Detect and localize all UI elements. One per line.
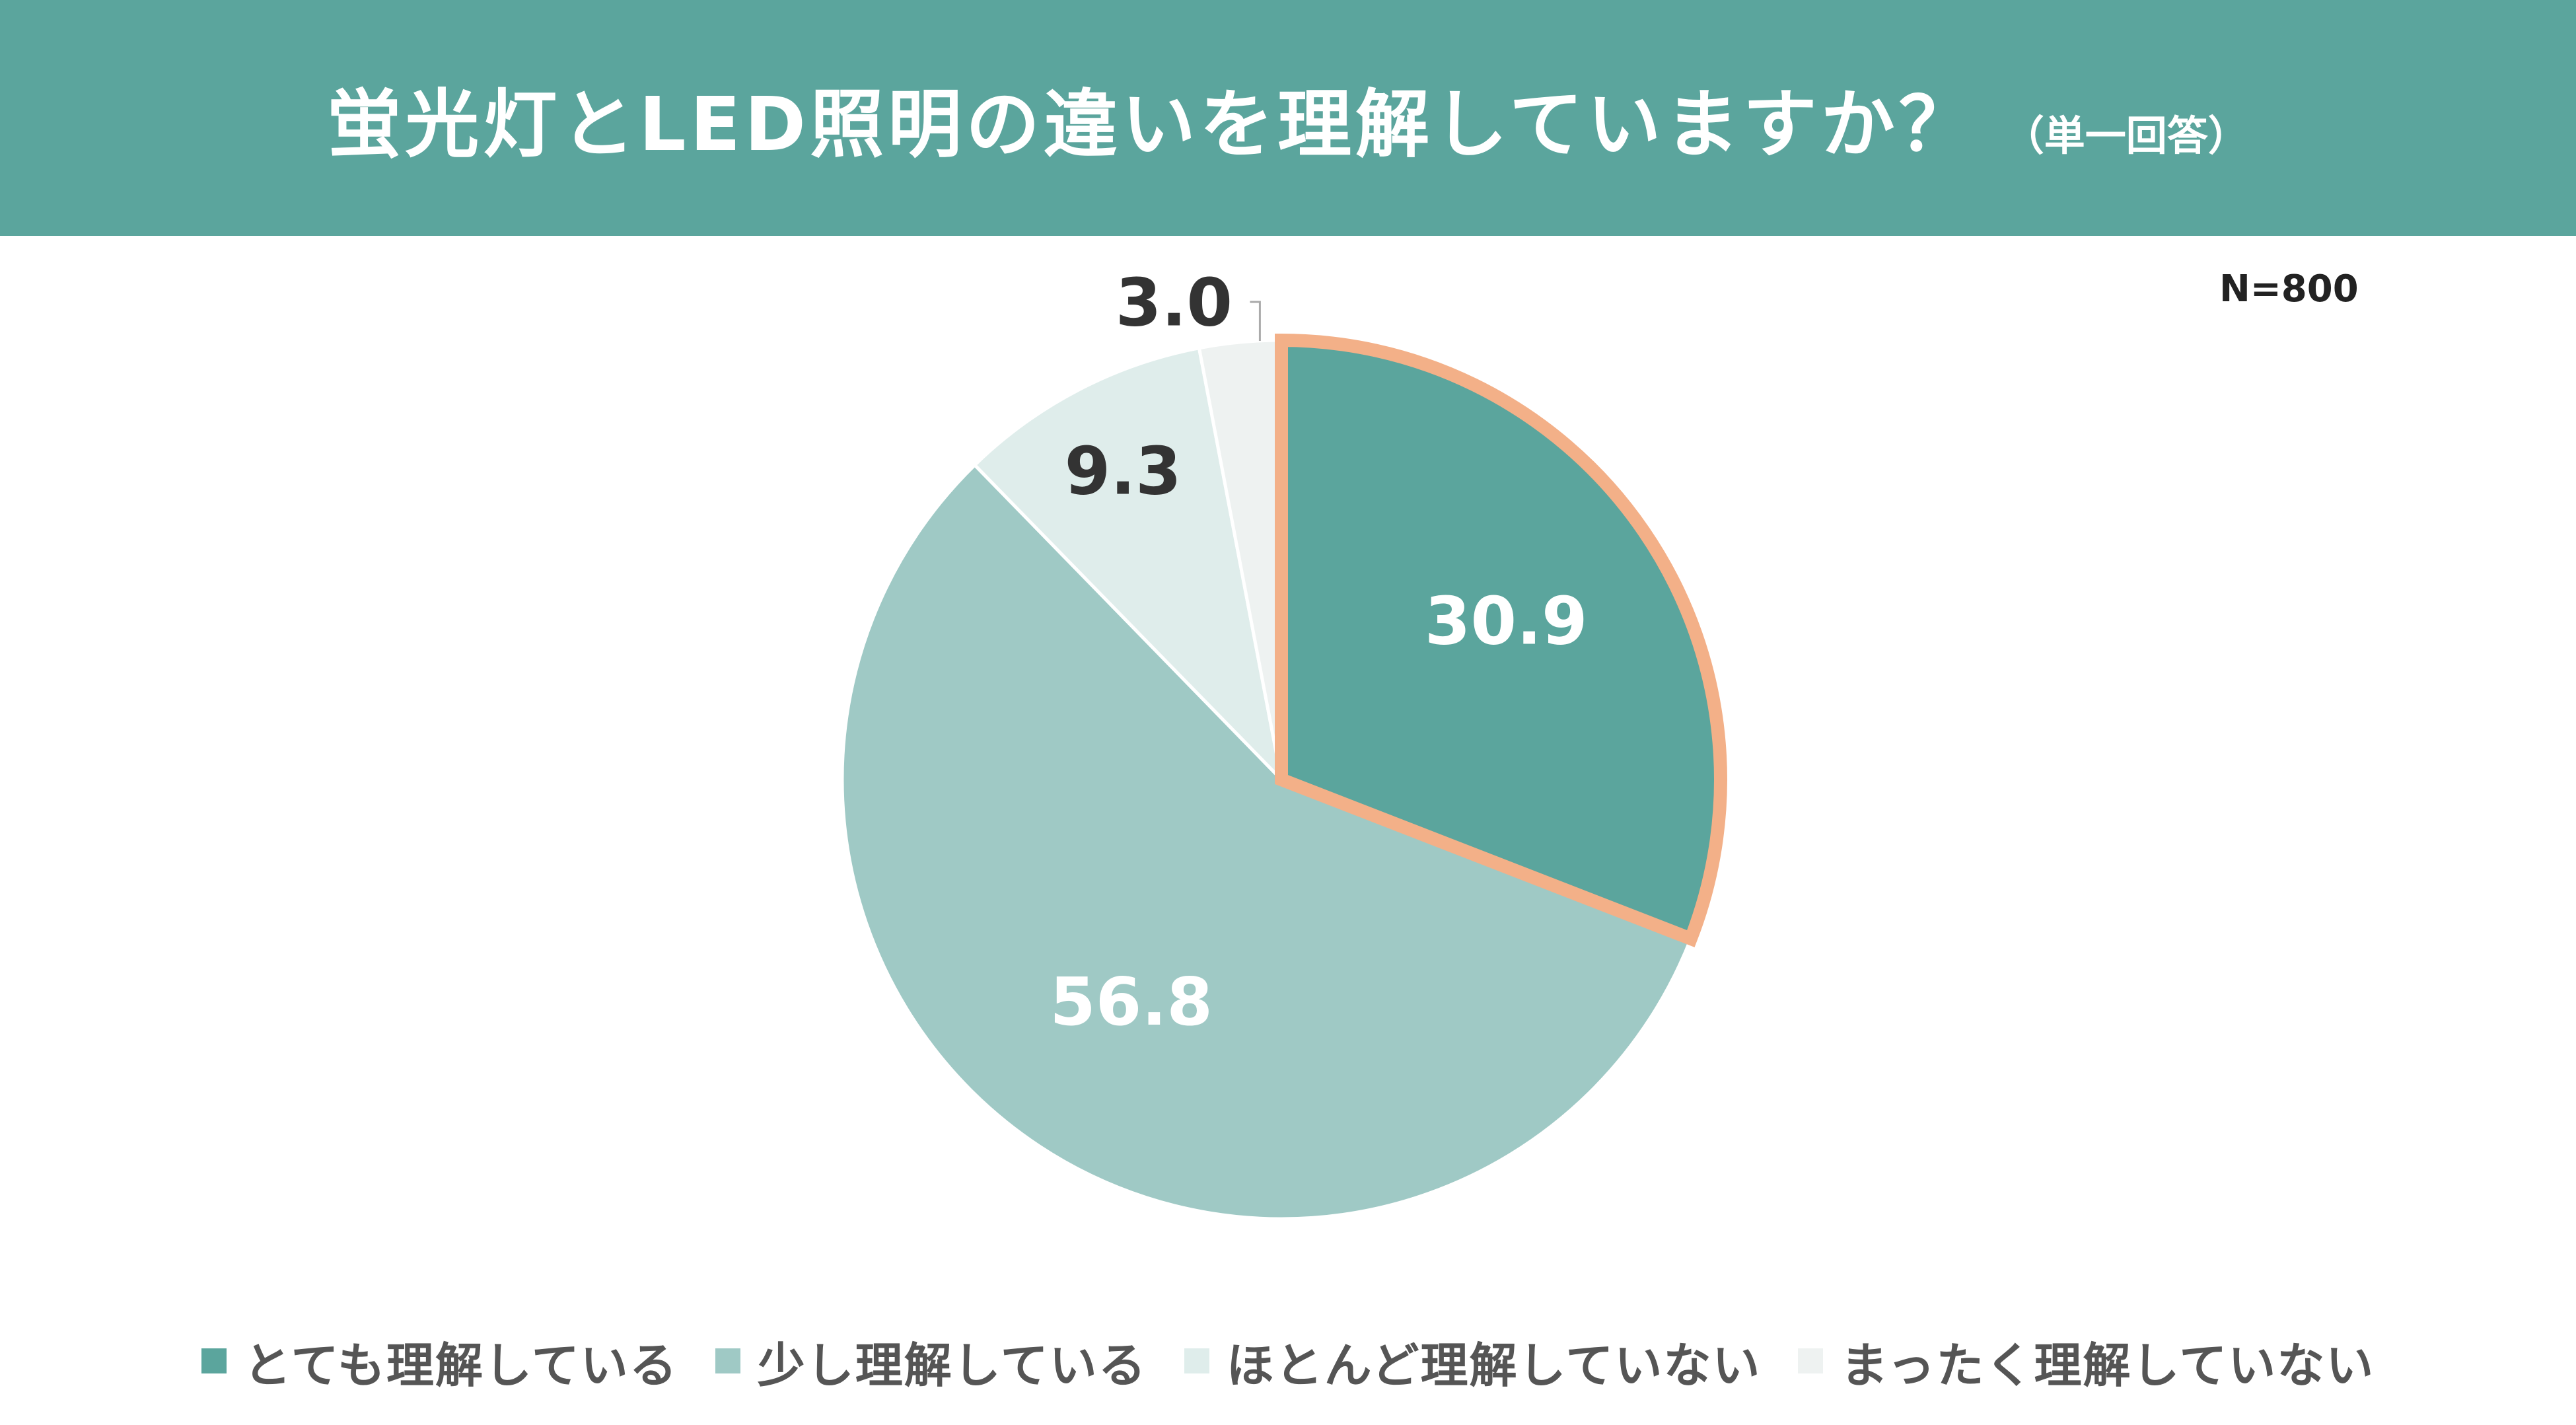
legend-item-4: まったく理解していない <box>1798 1327 2375 1396</box>
pie-slice-2 <box>840 462 1694 1221</box>
value-label-4: 3.0 <box>1116 264 1233 341</box>
legend-label: ほとんど理解していない <box>1226 1337 1762 1393</box>
highlight-outline <box>1275 333 1727 947</box>
legend-item-1: とても理解している <box>201 1327 678 1396</box>
legend-label: まったく理解していない <box>1840 1337 2375 1393</box>
value-label-2: 56.8 <box>1050 963 1213 1041</box>
legend-item-3: ほとんど理解していない <box>1184 1327 1762 1396</box>
legend-label: とても理解している <box>243 1337 678 1393</box>
leader-line <box>1250 301 1261 341</box>
legend-label: 少し理解している <box>757 1337 1147 1393</box>
value-label-1: 30.9 <box>1425 583 1588 660</box>
legend-swatch <box>715 1348 740 1373</box>
legend-swatch <box>1798 1348 1824 1373</box>
legend-swatch <box>1184 1348 1209 1373</box>
subtitle-text: （単一回答） <box>2003 111 2249 160</box>
legend: とても理解している 少し理解している ほとんど理解していない まったく理解していない <box>0 1331 2576 1393</box>
legend-swatch <box>201 1348 227 1373</box>
title-text: 蛍光灯とLED照明の違いを理解していますか？ <box>327 81 1977 168</box>
header-banner: 蛍光灯とLED照明の違いを理解していますか？ （単一回答） <box>0 0 2576 236</box>
pie-slice-3 <box>972 346 1285 785</box>
legend-item-2: 少し理解している <box>715 1327 1147 1396</box>
sample-size-label: N=800 <box>2219 268 2359 311</box>
value-label-3: 9.3 <box>1065 432 1182 509</box>
chart-title: 蛍光灯とLED照明の違いを理解していますか？ （単一回答） <box>327 65 2249 172</box>
